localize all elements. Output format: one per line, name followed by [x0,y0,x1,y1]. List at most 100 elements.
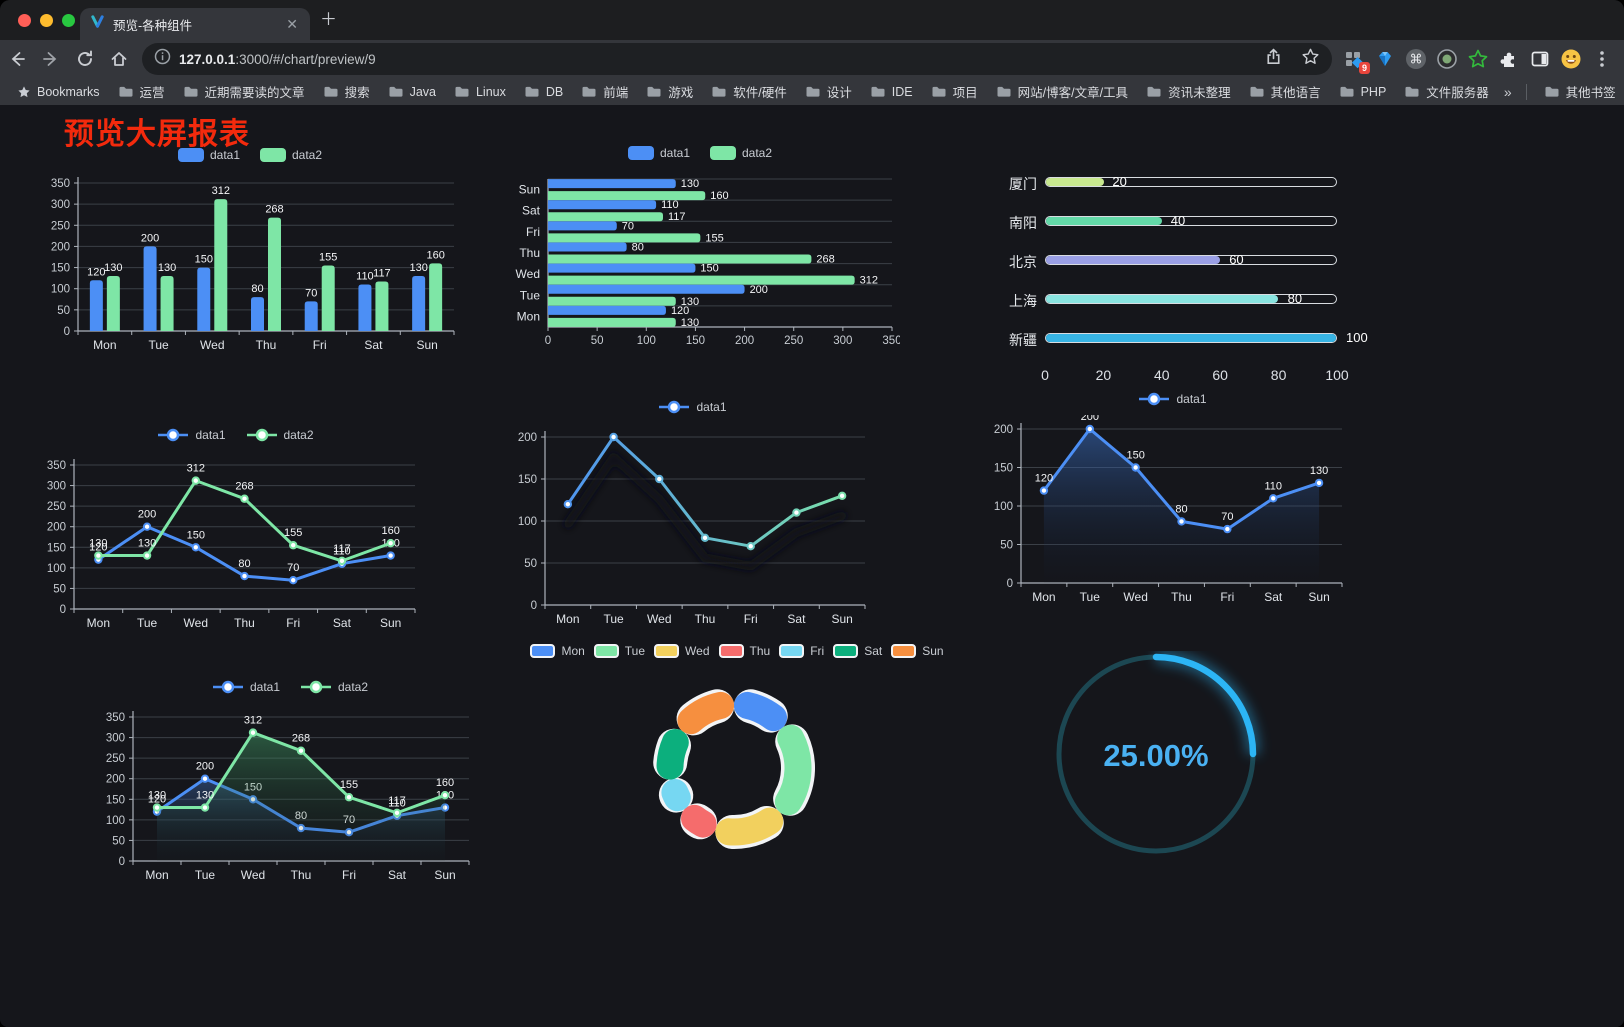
bookmarks-manager-item[interactable]: Bookmarks [8,85,109,99]
folder-icon [389,86,403,97]
legend-item-Thu[interactable]: Thu [718,644,770,658]
bookmark-folder[interactable]: 其他语言 [1240,82,1330,101]
zoom-window-button[interactable] [62,14,75,27]
bookmark-folder[interactable]: 文件服务器 [1395,82,1498,101]
bookmark-folder-label: 其他语言 [1270,86,1321,100]
site-info-icon[interactable] [154,48,171,70]
legend-item-data1[interactable]: data1 [212,680,280,694]
browser-tab[interactable]: 预览-各种组件 ✕ [80,8,310,40]
close-tab-icon[interactable]: ✕ [286,15,298,32]
folder-icon [871,86,885,97]
capsule-fill [1046,295,1278,303]
legend-item-data1[interactable]: data1 [627,146,690,160]
grid-diamond-extension-icon[interactable]: 9 [1342,47,1370,74]
legend-label: data1 [1176,392,1207,406]
legend-item-Tue[interactable]: Tue [593,644,645,658]
browser-menu-icon[interactable] [1590,47,1614,71]
svg-text:Fri: Fri [342,868,356,882]
folder-icon [997,86,1011,97]
svg-text:120: 120 [87,266,105,278]
address-bar[interactable]: 127.0.0.1:3000/#/chart/preview/9 [142,43,1332,75]
capsule-label: 南阳 [1009,215,1037,231]
svg-text:120: 120 [1035,473,1053,485]
bookmark-folder[interactable]: 设计 [796,82,861,101]
folder-icon [119,86,133,97]
reload-icon[interactable] [75,49,95,69]
emoji-extension-icon[interactable] [1559,47,1583,71]
legend-item-Sun[interactable]: Sun [891,644,944,658]
bookmark-folder[interactable]: 前端 [572,82,637,101]
bookmark-star-icon[interactable] [1301,47,1320,71]
puzzle-extensions-icon[interactable] [1497,47,1521,71]
bookmark-folder[interactable]: Linux [445,82,515,101]
bookmark-folder[interactable]: 近期需要读的文章 [174,82,314,101]
bookmark-folder[interactable]: 运营 [109,82,174,101]
capsule-track [1045,177,1337,187]
bookmark-folder[interactable]: Java [379,82,445,101]
legend-item-Wed[interactable]: Wed [654,644,710,658]
bookmark-folder[interactable]: 软件/硬件 [702,82,795,101]
svg-text:Wed: Wed [241,868,265,882]
bookmarks-bar: Bookmarks 运营 近期需要读的文章 搜索 Java Linux DB 前端 游戏 软件/… [0,78,1624,105]
svg-text:150: 150 [195,254,213,266]
svg-text:Tue: Tue [1080,590,1101,604]
green-star-extension-icon[interactable] [1466,47,1490,71]
record-extension-icon[interactable] [1435,47,1459,71]
bookmark-folder[interactable]: 网站/博客/文章/工具 [987,82,1137,101]
svg-text:Tue: Tue [520,288,541,302]
legend-item-data1[interactable]: data1 [658,400,727,414]
gauge-value-text: 25.00% [1103,738,1208,773]
svg-text:Sun: Sun [434,868,455,882]
url-path: :3000/#/chart/preview/9 [235,51,376,67]
svg-text:300: 300 [51,199,70,211]
legend-item-data2[interactable]: data2 [260,148,322,162]
command-extension-icon[interactable]: ⌘ [1404,47,1428,71]
folder-icon [647,86,661,97]
share-icon[interactable] [1264,47,1283,71]
bookmark-folder[interactable]: IDE [861,82,922,101]
svg-text:Wed: Wed [647,612,671,626]
home-icon[interactable] [109,49,129,69]
legend-item-Mon[interactable]: Mon [530,644,585,658]
back-icon[interactable] [7,49,27,69]
bookmark-folder[interactable]: 搜索 [314,82,379,101]
bookmark-folder[interactable]: 项目 [922,82,987,101]
close-window-button[interactable] [18,14,31,27]
legend-swatch [710,146,736,160]
legend-item-data2[interactable]: data2 [300,680,368,694]
side-panel-icon[interactable] [1528,47,1552,71]
bookmark-folder[interactable]: 资讯未整理 [1137,82,1240,101]
legend-item-data1[interactable]: data1 [177,148,240,162]
legend-item-data2[interactable]: data2 [710,146,772,160]
legend-item-data2[interactable]: data2 [246,428,314,442]
svg-text:150: 150 [994,463,1013,475]
bookmark-folder[interactable]: DB [515,82,572,101]
minimize-window-button[interactable] [40,14,53,27]
svg-text:117: 117 [373,268,391,280]
bookmark-folder[interactable]: 游戏 [637,82,702,101]
capsule-track [1045,333,1337,343]
other-bookmarks-item[interactable]: 其他书签 [1535,82,1624,101]
bookmark-folder-label: 网站/博客/文章/工具 [1017,86,1129,100]
svg-text:300: 300 [833,335,852,347]
legend-item-Sat[interactable]: Sat [833,644,882,658]
capsule-label: 北京 [1009,254,1037,270]
svg-text:Fri: Fri [744,612,758,626]
bookmark-folder-label: PHP [1360,84,1387,99]
svg-text:300: 300 [106,733,125,745]
legend-item-Fri[interactable]: Fri [779,644,824,658]
svg-text:160: 160 [426,249,444,261]
folder-icon [184,86,198,97]
bookmark-folder-list: 运营 近期需要读的文章 搜索 Java Linux DB 前端 游戏 软件/硬件 设计 IDE 项目 网… [109,82,1498,101]
svg-text:250: 250 [784,335,803,347]
bookmarks-overflow-chevron[interactable]: » [1503,83,1512,100]
bookmark-folder[interactable]: PHP [1330,82,1396,101]
gem-extension-icon[interactable] [1373,47,1397,71]
new-tab-button[interactable]: ＋ [320,10,337,29]
legend-item-data1[interactable]: data1 [1138,392,1207,406]
forward-icon[interactable] [41,49,61,69]
legend-item-data1[interactable]: data1 [157,428,226,442]
svg-text:160: 160 [381,525,399,537]
capsule-row-北京: 北京 60 [985,252,1365,270]
